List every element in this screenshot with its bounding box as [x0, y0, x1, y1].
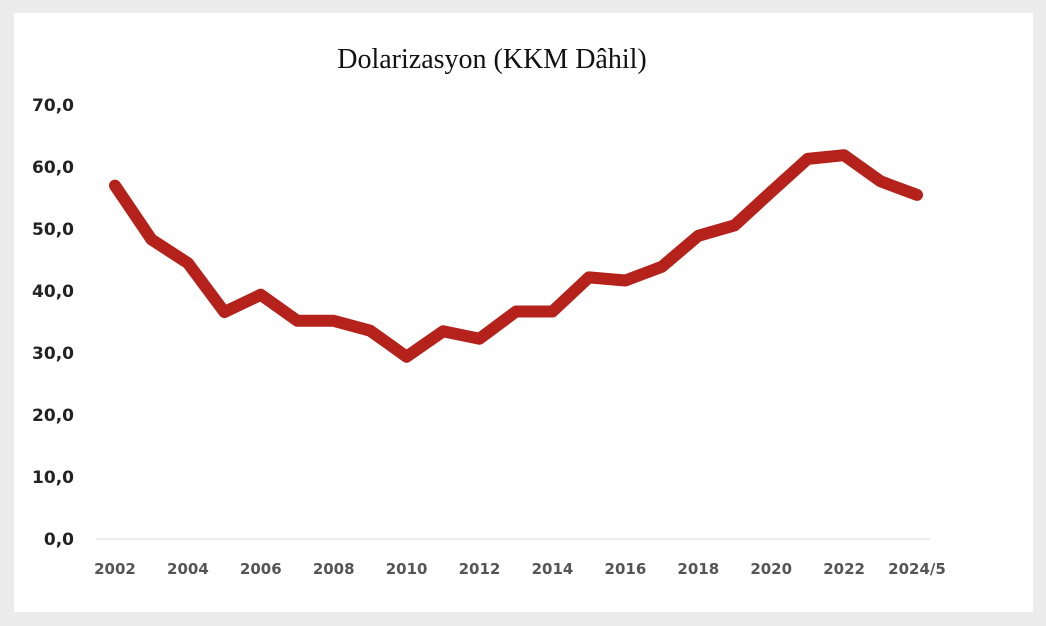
data-point: [474, 333, 486, 345]
series-line-0: [109, 149, 923, 363]
data-point: [875, 175, 887, 187]
data-point: [401, 351, 413, 363]
x-tick-label: 2006: [240, 560, 282, 578]
x-tick-label: 2020: [750, 560, 792, 578]
data-point: [218, 306, 230, 318]
x-tick-label: 2016: [605, 560, 647, 578]
x-tick-label: 2014: [532, 560, 574, 578]
y-tick-label: 40,0: [32, 282, 74, 302]
data-point: [729, 219, 741, 231]
x-tick-label: 2012: [459, 560, 501, 578]
chart-title: Dolarizasyon (KKM Dâhil): [337, 44, 646, 75]
data-point: [437, 325, 449, 337]
data-point: [364, 325, 376, 337]
data-point: [291, 315, 303, 327]
data-point: [547, 306, 559, 318]
data-point: [692, 230, 704, 242]
chart-panel: Dolarizasyon (KKM Dâhil) 0,0 10,0 20,0 30,0…: [14, 13, 1033, 612]
y-tick-label: 70,0: [32, 96, 74, 116]
data-point: [328, 315, 340, 327]
data-point: [911, 189, 923, 201]
x-tick-label: 2002: [94, 560, 136, 578]
x-tick-label: 2018: [677, 560, 719, 578]
x-tick-label: 2024/5: [888, 560, 946, 578]
y-tick-label: 30,0: [32, 344, 74, 364]
x-tick-label: 2022: [823, 560, 865, 578]
x-tick-label: 2008: [313, 560, 355, 578]
data-point: [619, 275, 631, 287]
y-axis: 0,0 10,0 20,0 30,0 40,0 50,0 60,0 70,0: [32, 96, 74, 550]
data-point: [838, 149, 850, 161]
y-tick-label: 10,0: [32, 468, 74, 488]
series-layer: [109, 149, 923, 363]
data-point: [765, 186, 777, 198]
x-axis: 2002 2004 2006 2008 2010 2012 2014 2016 2018 2020…: [94, 560, 946, 578]
x-tick-label: 2010: [386, 560, 428, 578]
y-tick-label: 20,0: [32, 406, 74, 426]
data-point: [510, 306, 522, 318]
y-tick-label: 50,0: [32, 220, 74, 240]
y-tick-label: 0,0: [44, 530, 74, 550]
data-point: [583, 271, 595, 283]
data-point: [802, 153, 814, 165]
data-point: [182, 257, 194, 269]
data-point: [146, 234, 158, 246]
data-point: [255, 289, 267, 301]
data-point: [656, 261, 668, 273]
line-chart: Dolarizasyon (KKM Dâhil) 0,0 10,0 20,0 30,0…: [32, 44, 946, 578]
data-point: [109, 180, 121, 192]
x-tick-label: 2004: [167, 560, 209, 578]
y-tick-label: 60,0: [32, 158, 74, 178]
